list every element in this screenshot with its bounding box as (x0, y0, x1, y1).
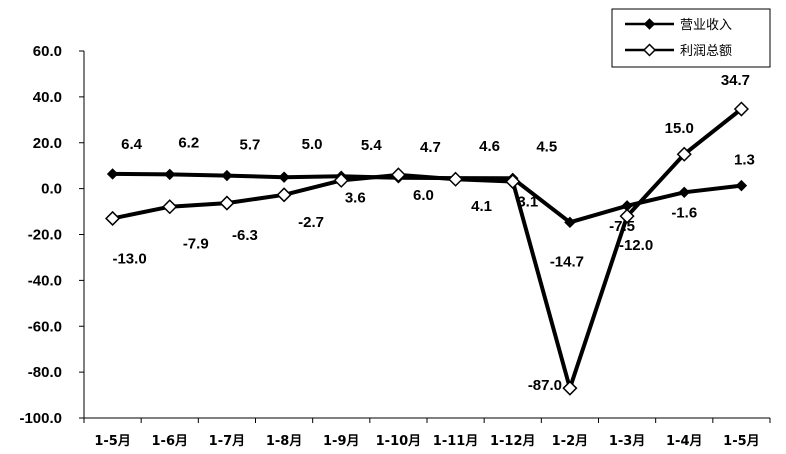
revenue-point (221, 169, 233, 182)
profit-data-label: 3.6 (345, 189, 366, 206)
profit-data-label: -87.0 (528, 377, 562, 394)
y-axis-ticks: 60.0 40.0 20.0 0.0 -20.0 -40.0 -60.0 -80.0 -100.… (19, 43, 84, 427)
series-markers (105, 101, 749, 396)
revenue-data-label: 5.4 (361, 137, 383, 154)
x-tick-label: 1-6月 (152, 434, 189, 449)
revenue-data-label: -14.7 (550, 253, 584, 270)
profit-point (162, 199, 178, 215)
profit-data-label: 34.7 (721, 72, 750, 89)
profit-data-label: 15.0 (665, 120, 694, 137)
series-line-profit (112, 107, 743, 391)
x-tick-label: 1-5月 (94, 434, 131, 449)
legend: 营业收入 利润总额 (611, 8, 771, 68)
revenue-data-label: 1.3 (734, 152, 755, 169)
x-tick-label: 1-12月 (490, 434, 536, 449)
legend-label-revenue: 营业收入 (680, 18, 732, 33)
profit-point (733, 101, 749, 117)
x-tick-label: 1-5月 (723, 434, 760, 449)
profit-point (105, 210, 121, 227)
legend-box (611, 8, 771, 68)
profit-point (333, 172, 349, 188)
profit-data-label: 6.0 (413, 187, 434, 204)
revenue-point (735, 179, 748, 192)
x-tick-label: 1-9月 (323, 434, 360, 449)
x-tick-label: 1-11月 (433, 434, 479, 449)
profit-point (276, 187, 292, 203)
profit-data-label: 3.1 (517, 194, 538, 211)
revenue-data-label: 4.5 (536, 138, 557, 155)
axes (83, 51, 770, 419)
profit-data-label: 4.1 (471, 198, 492, 215)
profit-data-label: -13.0 (112, 250, 146, 267)
series-lines (112, 107, 743, 391)
x-tick-label: 1-4月 (666, 434, 703, 449)
revenue-data-label: 4.7 (420, 139, 441, 156)
y-tick-label: -80.0 (28, 364, 62, 381)
revenue-point (106, 168, 119, 180)
revenue-point (164, 168, 176, 181)
profit-data-label: -7.9 (183, 236, 209, 253)
y-tick-label: -20.0 (28, 227, 62, 244)
y-tick-label: -100.0 (19, 410, 62, 427)
profit-data-label: -2.7 (298, 214, 324, 231)
y-tick-label: -40.0 (28, 272, 62, 289)
revenue-point (678, 186, 690, 199)
revenue-data-label: 5.0 (302, 136, 323, 153)
revenue-data-label: -7.5 (609, 218, 635, 235)
legend-label-profit: 利润总额 (680, 44, 732, 59)
profit-point (562, 380, 578, 396)
legend-marker-profit (642, 43, 657, 57)
revenue-data-label: -1.6 (671, 204, 697, 221)
profit-point (390, 167, 406, 183)
y-tick-label: -60.0 (28, 318, 62, 335)
data-labels: 6.4 6.2 5.7 5.0 5.4 4.7 4.6 4.5 -14.7 -7.5 -1.6 1.3… (112, 72, 754, 394)
profit-data-label: -12.0 (619, 237, 653, 254)
revenue-data-label: 6.2 (178, 134, 199, 151)
profit-point (448, 171, 464, 187)
profit-point (219, 195, 235, 211)
y-tick-label: 40.0 (33, 89, 62, 106)
profit-point (619, 208, 635, 224)
x-tick-label: 1-10月 (376, 434, 422, 449)
profit-point (676, 146, 692, 162)
x-tick-label: 1-3月 (609, 434, 646, 449)
revenue-data-label: 6.4 (121, 136, 143, 153)
x-tick-label: 1-2月 (552, 434, 589, 449)
y-tick-label: 60.0 (33, 43, 62, 60)
revenue-data-label: 5.7 (239, 137, 260, 154)
y-tick-label: 0.0 (41, 181, 62, 198)
legend-marker-revenue (643, 18, 656, 30)
revenue-point (278, 171, 290, 183)
x-axis-ticks: 1-5月 1-6月 1-7月 1-8月 1-9月 1-10月 1-11月 1-12月 1-2月 1… (83, 418, 771, 449)
profit-point (505, 173, 521, 190)
profit-data-label: -6.3 (232, 227, 258, 244)
y-tick-label: 20.0 (33, 135, 62, 152)
x-tick-label: 1-8月 (266, 434, 303, 449)
revenue-data-label: 4.6 (479, 138, 500, 155)
x-tick-label: 1-7月 (209, 434, 246, 449)
revenue-point (564, 216, 576, 229)
